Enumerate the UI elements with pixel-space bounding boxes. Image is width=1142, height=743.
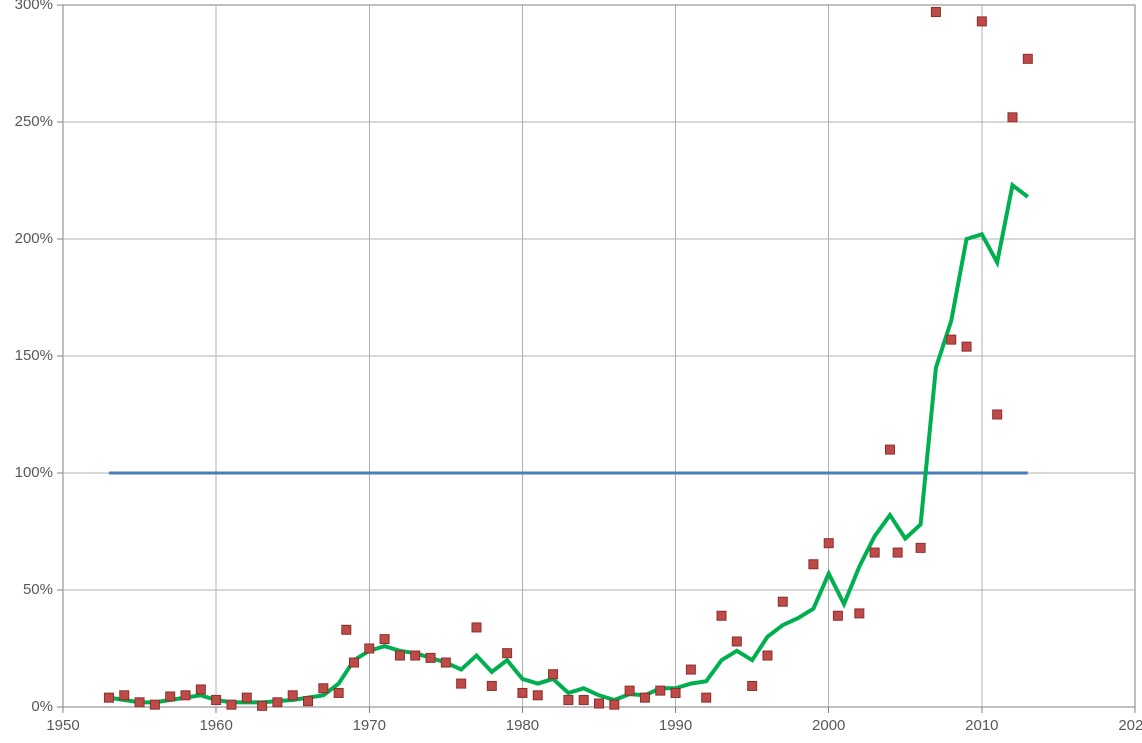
scatter-point: [702, 693, 711, 702]
x-axis-label: 2010: [962, 717, 1002, 734]
scatter-point: [166, 692, 175, 701]
scatter-point: [717, 611, 726, 620]
scatter-point: [579, 695, 588, 704]
y-axis-label: 100%: [15, 464, 53, 481]
scatter-point: [732, 637, 741, 646]
scatter-point: [258, 701, 267, 710]
scatter-point: [212, 695, 221, 704]
y-axis-label: 200%: [15, 230, 53, 247]
scatter-point: [885, 445, 894, 454]
scatter-point: [686, 665, 695, 674]
scatter-point: [242, 693, 251, 702]
scatter-point: [833, 611, 842, 620]
scatter-point: [824, 539, 833, 548]
scatter-point: [916, 543, 925, 552]
y-axis-label: 50%: [23, 581, 53, 598]
scatter-point: [426, 653, 435, 662]
scatter-point: [893, 548, 902, 557]
scatter-point: [349, 658, 358, 667]
scatter-point: [227, 700, 236, 709]
scatter-point: [533, 691, 542, 700]
scatter-point: [441, 658, 450, 667]
scatter-point: [947, 335, 956, 344]
scatter-point: [595, 699, 604, 708]
scatter-point: [342, 625, 351, 634]
scatter-point: [549, 670, 558, 679]
x-axis-label: 1970: [349, 717, 389, 734]
scatter-point: [503, 649, 512, 658]
scatter-point: [1008, 113, 1017, 122]
y-axis-label: 0%: [31, 698, 53, 715]
scatter-point: [457, 679, 466, 688]
scatter-point: [395, 651, 404, 660]
scatter-point: [365, 644, 374, 653]
scatter-point: [870, 548, 879, 557]
scatter-point: [135, 698, 144, 707]
scatter-point: [993, 410, 1002, 419]
scatter-point: [487, 681, 496, 690]
scatter-point: [181, 691, 190, 700]
y-axis-label: 250%: [15, 113, 53, 130]
chart-container: 0% 50% 100% 150% 200% 250% 300% 1950 1960 1970 198…: [0, 0, 1142, 743]
scatter-point: [1023, 54, 1032, 63]
x-axis-label: 1950: [43, 717, 83, 734]
x-axis-label: 2000: [809, 717, 849, 734]
x-axis-label: 1960: [196, 717, 236, 734]
scatter-point: [472, 623, 481, 632]
scatter-point: [288, 691, 297, 700]
scatter-point: [671, 688, 680, 697]
scatter-point: [196, 685, 205, 694]
scatter-point: [380, 635, 389, 644]
scatter-point: [518, 688, 527, 697]
scatter-point: [104, 693, 113, 702]
x-axis-label: 1990: [656, 717, 696, 734]
scatter-point: [150, 700, 159, 709]
scatter-point: [304, 697, 313, 706]
scatter-point: [610, 700, 619, 709]
scatter-point: [855, 609, 864, 618]
scatter-point: [962, 342, 971, 351]
scatter-point: [748, 681, 757, 690]
chart-svg: [0, 0, 1142, 743]
scatter-point: [656, 686, 665, 695]
scatter-point: [411, 651, 420, 660]
scatter-point: [809, 560, 818, 569]
scatter-point: [120, 691, 129, 700]
scatter-point: [763, 651, 772, 660]
scatter-point: [334, 688, 343, 697]
y-axis-label: 300%: [15, 0, 53, 13]
y-axis-label: 150%: [15, 347, 53, 364]
scatter-point: [564, 695, 573, 704]
scatter-point: [625, 686, 634, 695]
scatter-point: [640, 693, 649, 702]
scatter-point: [778, 597, 787, 606]
scatter-point: [931, 8, 940, 17]
scatter-point: [319, 684, 328, 693]
x-axis-label: 1980: [502, 717, 542, 734]
scatter-point: [273, 698, 282, 707]
x-axis-label: 2020: [1115, 717, 1142, 734]
scatter-point: [977, 17, 986, 26]
